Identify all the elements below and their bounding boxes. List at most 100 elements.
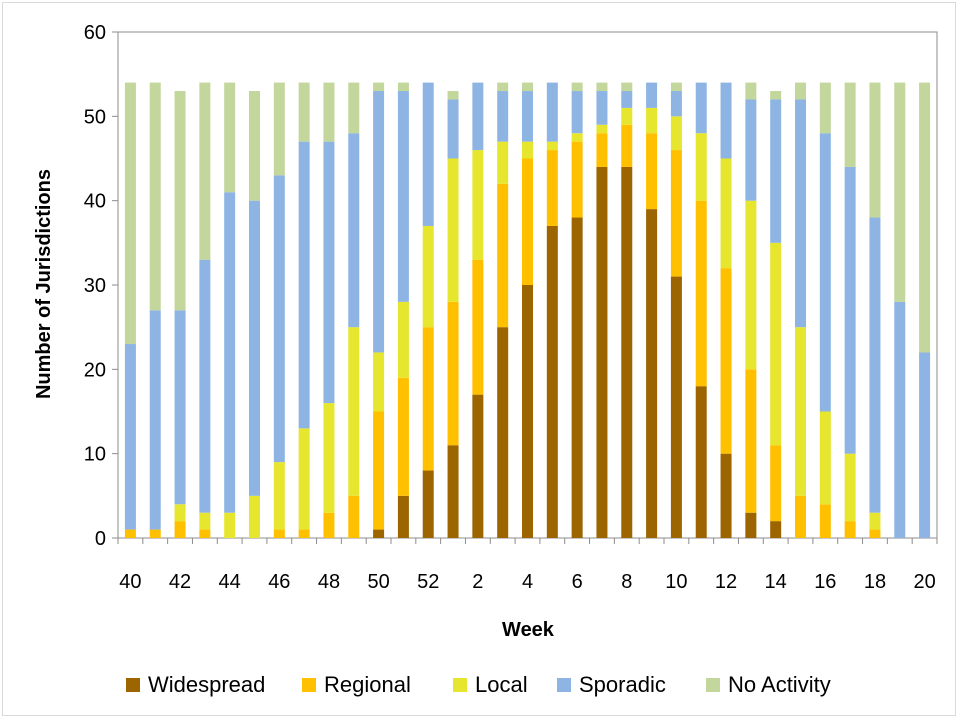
bar-local-week-17 bbox=[844, 453, 856, 522]
bar-sporadic-week-51 bbox=[397, 91, 409, 302]
bar-sporadic-week-2 bbox=[472, 82, 484, 151]
bar-local-week-16 bbox=[819, 411, 831, 505]
bar-regional-week-9 bbox=[646, 133, 658, 210]
bar-sporadic-week-14 bbox=[770, 99, 782, 243]
bar-regional-week-18 bbox=[869, 529, 881, 538]
bar-sporadic-week-13 bbox=[745, 99, 757, 201]
bar-no-activity-week-51 bbox=[397, 82, 409, 92]
bar-no-activity-week-17 bbox=[844, 82, 856, 167]
y-tick-label: 60 bbox=[84, 22, 106, 44]
bar-sporadic-week-42 bbox=[174, 310, 186, 505]
bar-sporadic-week-16 bbox=[819, 133, 831, 412]
bar-widespread-week-11 bbox=[695, 386, 707, 538]
bar-local-week-47 bbox=[298, 428, 310, 530]
bar-local-week-5 bbox=[546, 141, 558, 151]
bar-local-week-2 bbox=[472, 150, 484, 260]
bar-no-activity-week-19 bbox=[894, 82, 906, 302]
legend-label-sporadic: Sporadic bbox=[579, 672, 666, 697]
bar-regional-week-17 bbox=[844, 521, 856, 538]
bar-local-week-43 bbox=[199, 512, 211, 530]
bar-no-activity-week-49 bbox=[348, 82, 360, 134]
bar-local-week-42 bbox=[174, 504, 186, 522]
bar-local-week-52 bbox=[422, 225, 434, 328]
bar-local-week-49 bbox=[348, 327, 360, 496]
bar-local-week-6 bbox=[571, 133, 583, 142]
bar-widespread-week-50 bbox=[373, 529, 385, 538]
bar-regional-week-16 bbox=[819, 504, 831, 538]
y-tick-label: 30 bbox=[84, 275, 106, 297]
bar-no-activity-week-1 bbox=[447, 91, 459, 100]
bar-local-week-13 bbox=[745, 200, 757, 370]
bar-no-activity-week-3 bbox=[497, 82, 509, 92]
bar-regional-week-8 bbox=[621, 124, 633, 167]
bar-sporadic-week-45 bbox=[249, 200, 260, 496]
bar-no-activity-week-41 bbox=[149, 82, 161, 311]
y-tick-label: 10 bbox=[84, 444, 106, 466]
bar-local-week-15 bbox=[795, 327, 806, 496]
bar-sporadic-week-8 bbox=[621, 91, 633, 108]
bar-sporadic-week-40 bbox=[124, 344, 136, 530]
x-tick-label: 46 bbox=[268, 571, 290, 593]
bar-regional-week-13 bbox=[745, 369, 757, 513]
y-tick-label: 20 bbox=[84, 359, 106, 381]
bar-regional-week-43 bbox=[199, 529, 211, 538]
x-tick-label: 16 bbox=[814, 571, 836, 593]
bar-no-activity-week-14 bbox=[770, 91, 782, 100]
bar-sporadic-week-15 bbox=[795, 99, 806, 328]
bar-sporadic-week-46 bbox=[273, 175, 285, 463]
bar-no-activity-week-43 bbox=[199, 82, 211, 260]
bar-no-activity-week-20 bbox=[919, 82, 931, 353]
bar-sporadic-week-4 bbox=[522, 91, 533, 142]
legend-label-local: Local bbox=[475, 672, 528, 697]
bar-regional-week-5 bbox=[546, 150, 558, 226]
y-axis-ticks: 0 10 20 30 40 50 60 bbox=[84, 22, 118, 550]
bar-regional-week-2 bbox=[472, 259, 484, 395]
bar-no-activity-week-18 bbox=[869, 82, 881, 218]
bar-no-activity-week-15 bbox=[795, 82, 806, 100]
legend-label-no-activity: No Activity bbox=[728, 672, 831, 697]
bar-widespread-week-7 bbox=[596, 166, 608, 538]
bar-widespread-week-8 bbox=[621, 166, 633, 538]
bar-local-week-48 bbox=[323, 403, 335, 513]
bar-local-week-11 bbox=[695, 133, 707, 201]
bar-sporadic-week-19 bbox=[894, 301, 906, 538]
bar-no-activity-week-6 bbox=[571, 82, 583, 92]
bar-regional-week-52 bbox=[422, 327, 434, 471]
bar-regional-week-3 bbox=[497, 183, 509, 328]
x-tick-label: 4 bbox=[522, 571, 533, 593]
legend-label-regional: Regional bbox=[324, 672, 411, 697]
bar-local-week-7 bbox=[596, 124, 608, 134]
bar-no-activity-week-4 bbox=[522, 82, 533, 92]
y-axis-title: Number of Jurisdictions bbox=[33, 169, 55, 399]
bar-regional-week-1 bbox=[447, 301, 459, 446]
bar-local-week-3 bbox=[497, 141, 509, 184]
bar-widespread-week-5 bbox=[546, 225, 558, 538]
bar-sporadic-week-5 bbox=[546, 82, 558, 142]
x-axis-title: Week bbox=[502, 619, 555, 641]
bar-regional-week-40 bbox=[124, 529, 136, 538]
x-tick-label: 48 bbox=[318, 571, 340, 593]
bar-widespread-week-3 bbox=[497, 327, 509, 538]
bar-regional-week-50 bbox=[373, 411, 385, 530]
legend-swatch-sporadic bbox=[557, 678, 571, 692]
bar-widespread-week-14 bbox=[770, 521, 782, 538]
bar-widespread-week-13 bbox=[745, 512, 757, 538]
bar-widespread-week-6 bbox=[571, 217, 583, 538]
bar-regional-week-49 bbox=[348, 495, 360, 538]
bar-local-week-9 bbox=[646, 107, 658, 134]
bar-regional-week-14 bbox=[770, 445, 782, 522]
x-tick-label: 40 bbox=[119, 571, 141, 593]
bar-sporadic-week-48 bbox=[323, 141, 335, 404]
bar-local-week-4 bbox=[522, 141, 533, 159]
x-tick-label: 6 bbox=[572, 571, 583, 593]
bar-regional-week-41 bbox=[149, 529, 161, 538]
legend: Widespread Regional Local Sporadic No Activi… bbox=[126, 672, 831, 697]
bar-regional-week-46 bbox=[273, 529, 285, 538]
bar-local-week-14 bbox=[770, 242, 782, 446]
bar-widespread-week-12 bbox=[720, 453, 732, 538]
bar-widespread-week-51 bbox=[397, 495, 409, 538]
bar-no-activity-week-7 bbox=[596, 82, 608, 92]
bar-local-week-45 bbox=[249, 495, 260, 538]
bar-local-week-44 bbox=[224, 512, 236, 538]
